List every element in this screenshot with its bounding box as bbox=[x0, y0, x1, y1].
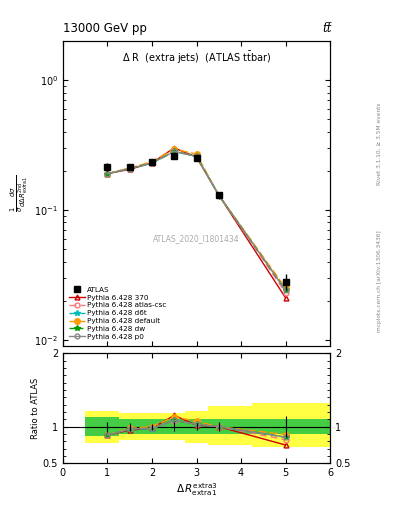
Y-axis label: Ratio to ATLAS: Ratio to ATLAS bbox=[31, 378, 40, 439]
X-axis label: $\Delta\,R_{\rm extra1}^{\rm extra3}$: $\Delta\,R_{\rm extra1}^{\rm extra3}$ bbox=[176, 481, 217, 498]
Legend: ATLAS, Pythia 6.428 370, Pythia 6.428 atlas-csc, Pythia 6.428 d6t, Pythia 6.428 : ATLAS, Pythia 6.428 370, Pythia 6.428 at… bbox=[66, 285, 169, 342]
Text: Rivet 3.1.10, ≥ 3.5M events: Rivet 3.1.10, ≥ 3.5M events bbox=[377, 102, 382, 185]
Text: ATLAS_2020_I1801434: ATLAS_2020_I1801434 bbox=[153, 234, 240, 244]
Y-axis label: $\frac{1}{\sigma}\frac{d\sigma}{d\Delta R_{\rm extra1}^{\rm 2nd}}$: $\frac{1}{\sigma}\frac{d\sigma}{d\Delta … bbox=[8, 175, 30, 212]
Text: 13000 GeV pp: 13000 GeV pp bbox=[63, 22, 147, 35]
Text: $\Delta$ R  (extra jets)  (ATLAS t$\bar{\rm t}$bar): $\Delta$ R (extra jets) (ATLAS t$\bar{\r… bbox=[122, 50, 271, 66]
Text: tt̅: tt̅ bbox=[323, 22, 332, 35]
Text: mcplots.cern.ch [arXiv:1306.3436]: mcplots.cern.ch [arXiv:1306.3436] bbox=[377, 231, 382, 332]
